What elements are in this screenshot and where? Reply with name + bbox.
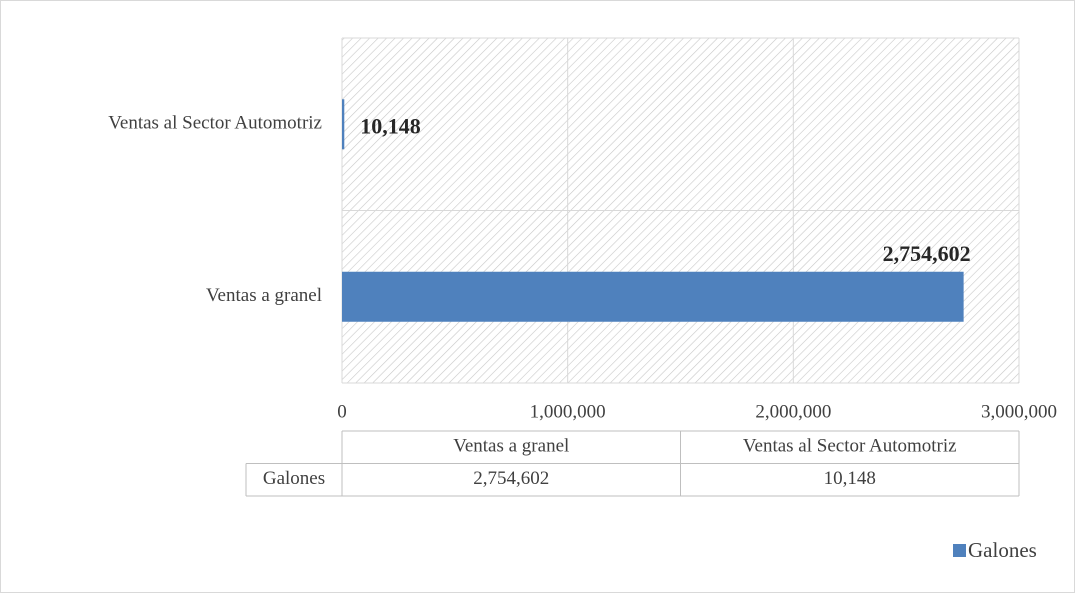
x-tick-label: 1,000,000: [530, 401, 606, 422]
bar: [342, 99, 345, 150]
table-cell: 2,754,602: [473, 468, 549, 489]
data-label: 10,148: [360, 113, 421, 138]
legend-label: Galones: [968, 538, 1037, 562]
bar: [342, 271, 964, 322]
table-column-header: Ventas al Sector Automotriz: [743, 436, 957, 457]
y-tick-label: Ventas a granel: [206, 285, 322, 306]
legend-swatch: [953, 544, 966, 557]
x-tick-label: 0: [337, 401, 347, 422]
table-column-header: Ventas a granel: [453, 436, 569, 457]
x-tick-label: 2,000,000: [755, 401, 831, 422]
table-cell: 10,148: [824, 468, 876, 489]
x-tick-label: 3,000,000: [981, 401, 1057, 422]
table-row-header: Galones: [263, 468, 325, 489]
data-label: 2,754,602: [883, 241, 971, 266]
y-tick-label: Ventas al Sector Automotriz: [108, 113, 322, 134]
